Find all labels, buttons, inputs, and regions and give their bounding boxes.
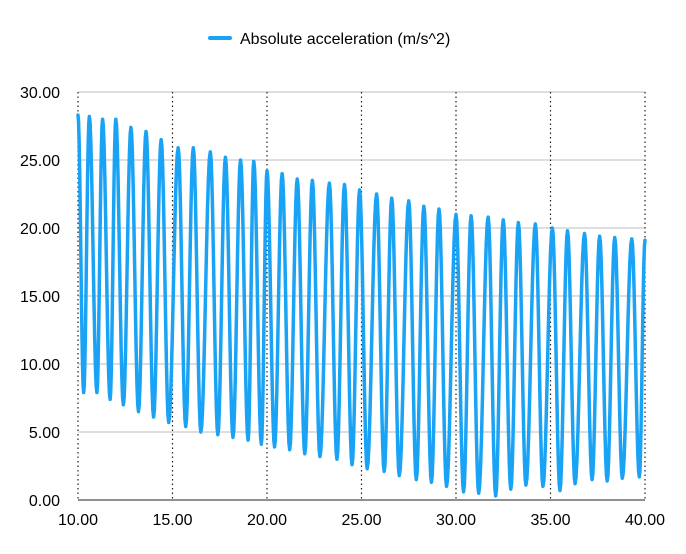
y-tick-label: 15.00 — [20, 289, 60, 306]
x-tick-label: 40.00 — [625, 512, 665, 529]
x-tick-label: 30.00 — [436, 512, 476, 529]
chart-axes: 0.00 5.00 10.00 15.00 20.00 25.00 30.00 10.00 15… — [20, 85, 665, 529]
x-tick-label: 35.00 — [530, 512, 570, 529]
y-tick-label: 20.00 — [20, 221, 60, 238]
x-tick-label: 20.00 — [247, 512, 287, 529]
y-tick-label: 5.00 — [29, 425, 60, 442]
y-tick-label: 0.00 — [29, 493, 60, 510]
chart-legend: Absolute acceleration (m/s^2) — [208, 31, 450, 48]
y-tick-label: 10.00 — [20, 357, 60, 374]
x-tick-label: 15.00 — [152, 512, 192, 529]
plot-area — [76, 113, 647, 498]
series-line — [76, 113, 647, 498]
x-tick-label: 25.00 — [341, 512, 381, 529]
legend-label: Absolute acceleration (m/s^2) — [240, 31, 450, 48]
y-tick-label: 30.00 — [20, 85, 60, 102]
y-tick-label: 25.00 — [20, 153, 60, 170]
x-tick-label: 10.00 — [58, 512, 98, 529]
